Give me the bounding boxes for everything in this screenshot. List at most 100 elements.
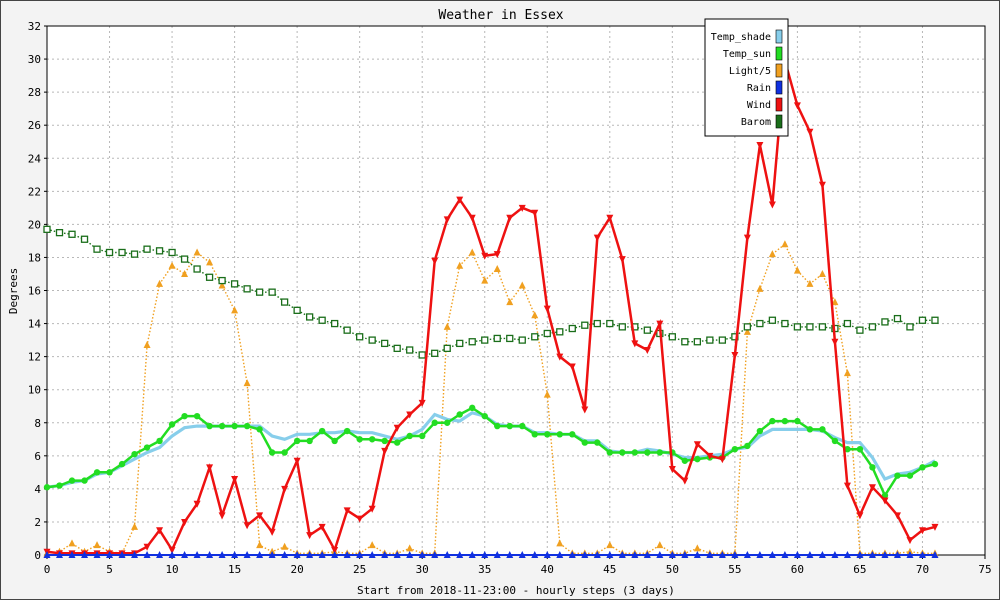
wind-point [706,452,714,460]
barom-point [168,248,176,257]
temp-sun-point [869,464,876,471]
temp-sun-point [794,417,801,425]
rain-point [293,551,301,558]
rain-point [631,551,639,558]
rain-point [406,551,414,558]
wind-point [306,532,314,540]
rain-point [543,551,551,558]
temp-sun-point [406,432,413,440]
rain-point [431,551,439,558]
temp-sun-point [368,436,376,443]
temp-sun-point [381,437,388,445]
light-5-point [768,250,776,258]
rain-point [106,551,114,558]
light-5-point [231,306,239,314]
temp-sun-point [694,455,701,463]
temp-sun-point [456,411,463,418]
barom-point [543,329,551,338]
wind-point [318,523,326,531]
light-5-point [831,298,839,306]
barom-point [931,316,939,324]
barom-point [268,288,276,296]
x-tick-label: 70 [916,563,929,576]
rain-point [918,551,926,558]
wind-point [406,411,414,419]
temp-sun-point [494,422,501,430]
wind-point [668,466,676,474]
barom-point [856,326,864,334]
light-5-point [443,322,451,330]
wind-point [681,477,689,485]
rain-point [231,551,239,558]
temp-sun-point [781,417,789,425]
light-5-point [143,341,151,349]
legend-label-barom: Barom [741,117,771,128]
temp-sun-point [906,472,914,479]
light-5-point [193,248,201,256]
temp-sun-point [68,477,76,484]
wind-point [331,547,339,555]
wind-point [743,234,751,242]
rain-point [506,551,514,558]
barom-point [868,323,877,331]
rain-point [831,551,839,558]
barom-point [280,298,289,306]
y-tick-label: 2 [34,516,41,529]
light-5-point [518,281,526,289]
y-axis-label: Degrees [7,268,20,314]
wind-point [906,537,914,545]
wind-point [631,340,639,348]
rain-point [281,551,289,558]
barom-point [643,326,651,334]
light-5-point [493,265,501,273]
light-5-point [368,541,376,549]
legend-box [704,18,789,137]
temp-sun-point [619,449,626,456]
chart-title: Weather in Essex [438,8,563,23]
temp-sun-point [506,422,513,430]
rain-point [843,551,851,558]
temp-sun-point [894,472,901,479]
x-tick-label: 75 [978,563,991,576]
x-tick-label: 55 [728,563,741,576]
barom-point [456,339,464,348]
rain-point [818,551,826,558]
temp-sun-point [93,469,101,476]
barom-point [305,313,314,321]
y-tick-label: 28 [28,86,41,99]
rain-point [456,551,464,558]
rain-point [906,551,914,558]
wind-point [443,216,451,224]
barom-point [606,319,614,328]
temp-sun-point [331,437,338,445]
rain-point [68,551,76,558]
rain-point [768,551,776,558]
wind-point [368,505,376,513]
wind-point [293,457,301,465]
wind-point [168,547,176,555]
rain-point [93,551,101,558]
light-5-point [156,279,164,287]
light-5-point [843,369,851,377]
y-tick-label: 0 [34,549,41,562]
rain-point [143,551,151,558]
temp-sun-point [243,422,251,430]
x-tick-label: 5 [106,563,113,576]
wind-point [243,522,251,530]
x-tick-label: 30 [416,563,429,576]
barom-point [205,273,214,281]
y-tick-label: 8 [34,417,41,430]
temp-sun-point [631,449,639,456]
barom-point [718,336,727,344]
y-tick-label: 24 [28,152,42,165]
barom-point [781,319,789,328]
rain-point [468,551,476,558]
wind-point [893,512,901,520]
temp-sun-point [356,436,363,443]
wind-point [618,256,626,264]
rain-point [368,551,376,558]
wind-point [343,507,351,515]
light-5-point [656,541,664,549]
barom-point [506,334,514,343]
barom-point [593,319,601,328]
